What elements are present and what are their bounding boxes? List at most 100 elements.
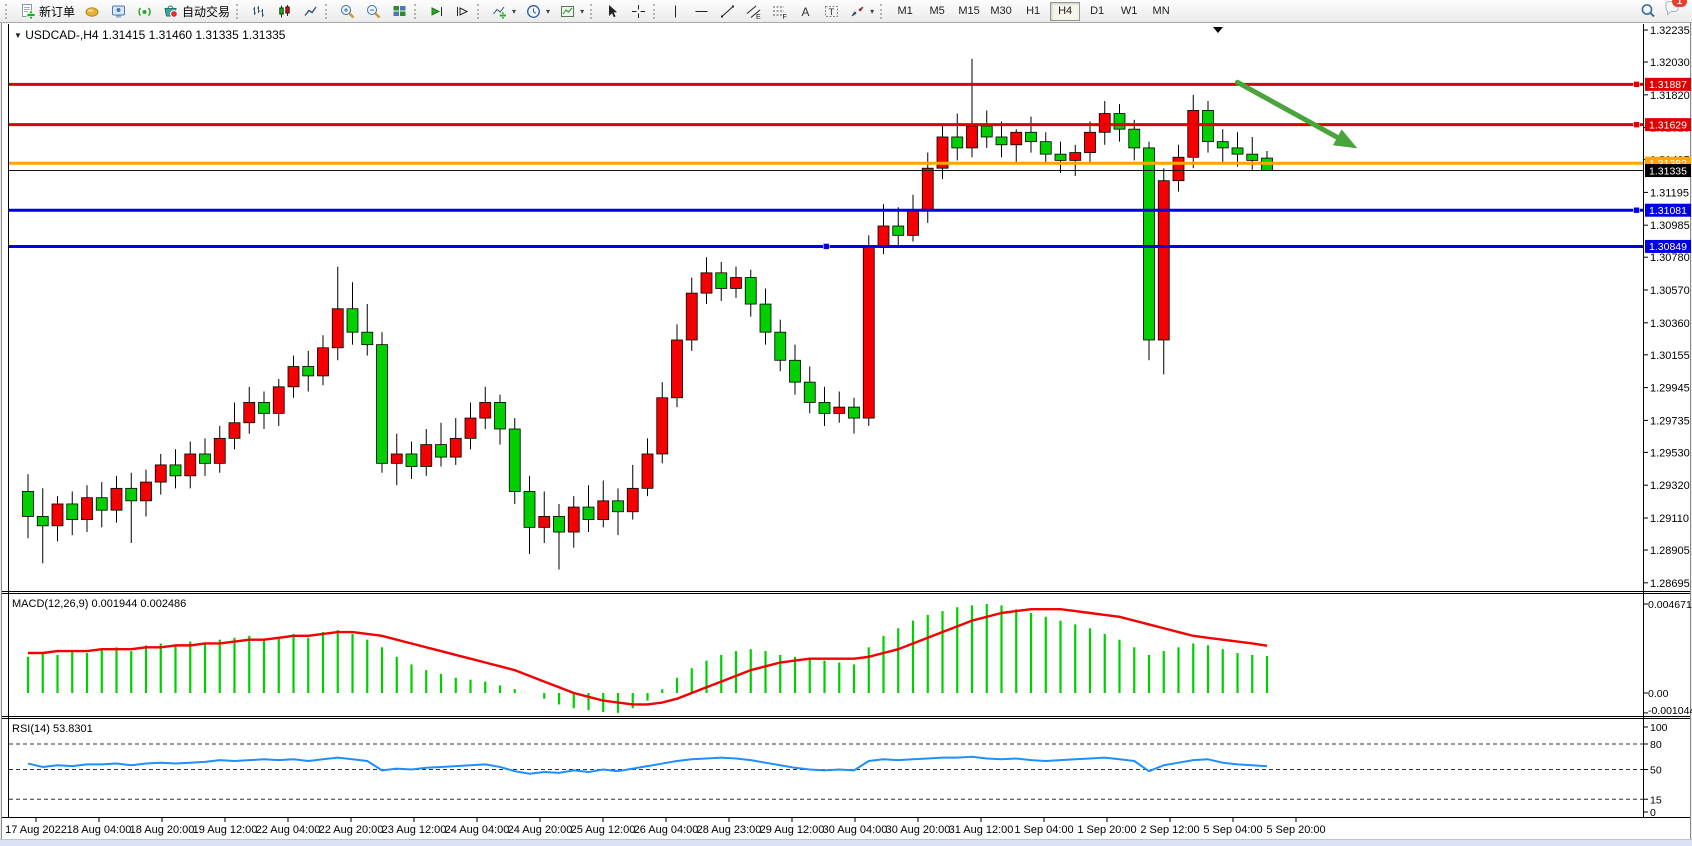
arrows-button[interactable]: ▾ (844, 0, 878, 22)
candle-up (390, 453, 403, 464)
price-tick-label: 1.30570 (1650, 285, 1690, 297)
candle-down (848, 406, 860, 419)
search-icon[interactable] (1639, 3, 1657, 20)
timeframe-D1[interactable]: D1 (1090, 4, 1105, 17)
price-tick-label: 1.30360 (1650, 318, 1690, 330)
indicators-dropdown-icon[interactable]: ▾ (512, 6, 517, 16)
price-tick-label: 1.29945 (1650, 383, 1690, 395)
candle-down (744, 277, 757, 305)
line-handle-right[interactable] (1633, 121, 1640, 128)
candle-down (1054, 153, 1067, 161)
line-chart-button[interactable] (297, 2, 323, 21)
candle-down (774, 331, 787, 361)
price-tick-label: 1.29110 (1650, 513, 1689, 525)
new-order-button[interactable]: 新订单 (14, 0, 79, 22)
date-label: 28 Aug 23:00 (697, 824, 762, 836)
line-handle-right[interactable] (1633, 81, 1640, 88)
timeframe-M5[interactable]: M5 (929, 4, 945, 17)
toolbar-grip[interactable] (5, 3, 10, 19)
trendline-button[interactable] (714, 2, 740, 21)
trend-arrow-line[interactable] (1235, 79, 1348, 145)
candle-up (641, 453, 654, 489)
timeframe-H1[interactable]: H1 (1026, 4, 1041, 17)
auto-trading-button[interactable]: 自动交易 (157, 0, 234, 22)
price-tick-label: 1.31195 (1650, 187, 1689, 199)
equidistant-channel-button[interactable]: E (740, 2, 766, 21)
fibonacci-button[interactable]: F (766, 2, 792, 21)
cursor-icon (603, 3, 621, 20)
candle-down (892, 225, 905, 236)
chart-shift-button[interactable] (449, 2, 475, 21)
crosshair-button[interactable] (625, 2, 651, 21)
toolbar-grip[interactable] (325, 3, 330, 19)
date-label: 30 Aug 20:00 (886, 824, 951, 836)
toolbar-grip[interactable] (236, 3, 241, 19)
line-handle-right[interactable] (1633, 206, 1640, 214)
candle-up (110, 487, 123, 511)
text-label-icon: T (822, 3, 840, 20)
toolbar-grip[interactable] (590, 3, 595, 19)
timeframe-M30[interactable]: M30 (990, 4, 1012, 17)
timeframe-H4[interactable]: H4 (1050, 1, 1081, 21)
toolbar-grip[interactable] (880, 3, 885, 19)
date-label: 25 Aug 12:00 (571, 824, 636, 836)
templates-button[interactable]: ▾ (554, 0, 588, 22)
periods-button[interactable]: ▾ (520, 0, 554, 22)
horizontal-line-button[interactable] (688, 2, 714, 21)
rsi-tick-label: 0 (1650, 807, 1656, 819)
auto-scroll-button[interactable] (423, 2, 449, 21)
text-button[interactable]: A (792, 2, 818, 21)
zoom-in-button[interactable] (334, 2, 360, 21)
date-label: 22 Aug 04:00 (256, 824, 321, 836)
indicators-button[interactable]: ▾ (486, 0, 520, 22)
candlestick-chart-button[interactable] (271, 2, 297, 21)
main-toolbar: 新订单 自动交易 (0, 0, 1692, 23)
svg-text:T: T (828, 7, 834, 18)
price-badge (1645, 118, 1691, 132)
templates-icon (558, 3, 576, 20)
cursor-button[interactable] (599, 2, 625, 21)
candle-up (1084, 131, 1096, 153)
announcement-button[interactable] (79, 2, 105, 21)
monitor-icon (109, 3, 127, 20)
price-tick-label: 1.30780 (1650, 252, 1690, 264)
candle-up (1069, 152, 1082, 161)
toolbar-grip[interactable] (477, 3, 482, 19)
toolbar-grip[interactable] (414, 3, 419, 19)
community-button[interactable] (105, 2, 131, 21)
tile-windows-button[interactable] (386, 2, 412, 21)
bar-chart-button[interactable] (245, 2, 271, 21)
new-order-icon (18, 3, 36, 20)
chat-button[interactable]: 1 (1663, 0, 1687, 22)
macd-tick-label: -0.001044 (1648, 705, 1692, 717)
trend-arrow-head[interactable] (1332, 129, 1358, 149)
rsi-tick-label: 15 (1650, 794, 1662, 806)
candle-up (140, 481, 152, 502)
timeframe-MN[interactable]: MN (1152, 4, 1170, 17)
candle-up (287, 366, 300, 388)
candle-up (730, 277, 742, 289)
arrows-dropdown-icon[interactable]: ▾ (870, 6, 875, 16)
svg-text:A: A (801, 5, 809, 19)
line-handle-center[interactable] (822, 243, 830, 250)
toolbar-grip[interactable] (653, 3, 658, 19)
timeframe-M1[interactable]: M1 (897, 4, 913, 17)
zoom-out-button[interactable] (360, 2, 386, 21)
symbol-dropdown-icon[interactable]: ▼ (14, 31, 22, 40)
price-tick-label: 1.30155 (1650, 350, 1690, 362)
templates-dropdown-icon[interactable]: ▾ (580, 6, 585, 16)
signals-button[interactable] (131, 2, 157, 21)
text-label-button[interactable]: T (818, 2, 844, 21)
candle-down (405, 453, 418, 467)
candle-down (980, 125, 993, 138)
timeframe-M15[interactable]: M15 (958, 4, 980, 17)
vertical-line-button[interactable] (662, 2, 688, 21)
candle-up (317, 347, 329, 377)
chart-shift-marker[interactable] (1213, 27, 1223, 33)
timeframe-W1[interactable]: W1 (1120, 4, 1138, 17)
periods-dropdown-icon[interactable]: ▾ (546, 6, 551, 16)
horizontal-line-icon (692, 3, 710, 20)
candle-down (199, 453, 211, 464)
date-label: 26 Aug 04:00 (634, 824, 699, 836)
